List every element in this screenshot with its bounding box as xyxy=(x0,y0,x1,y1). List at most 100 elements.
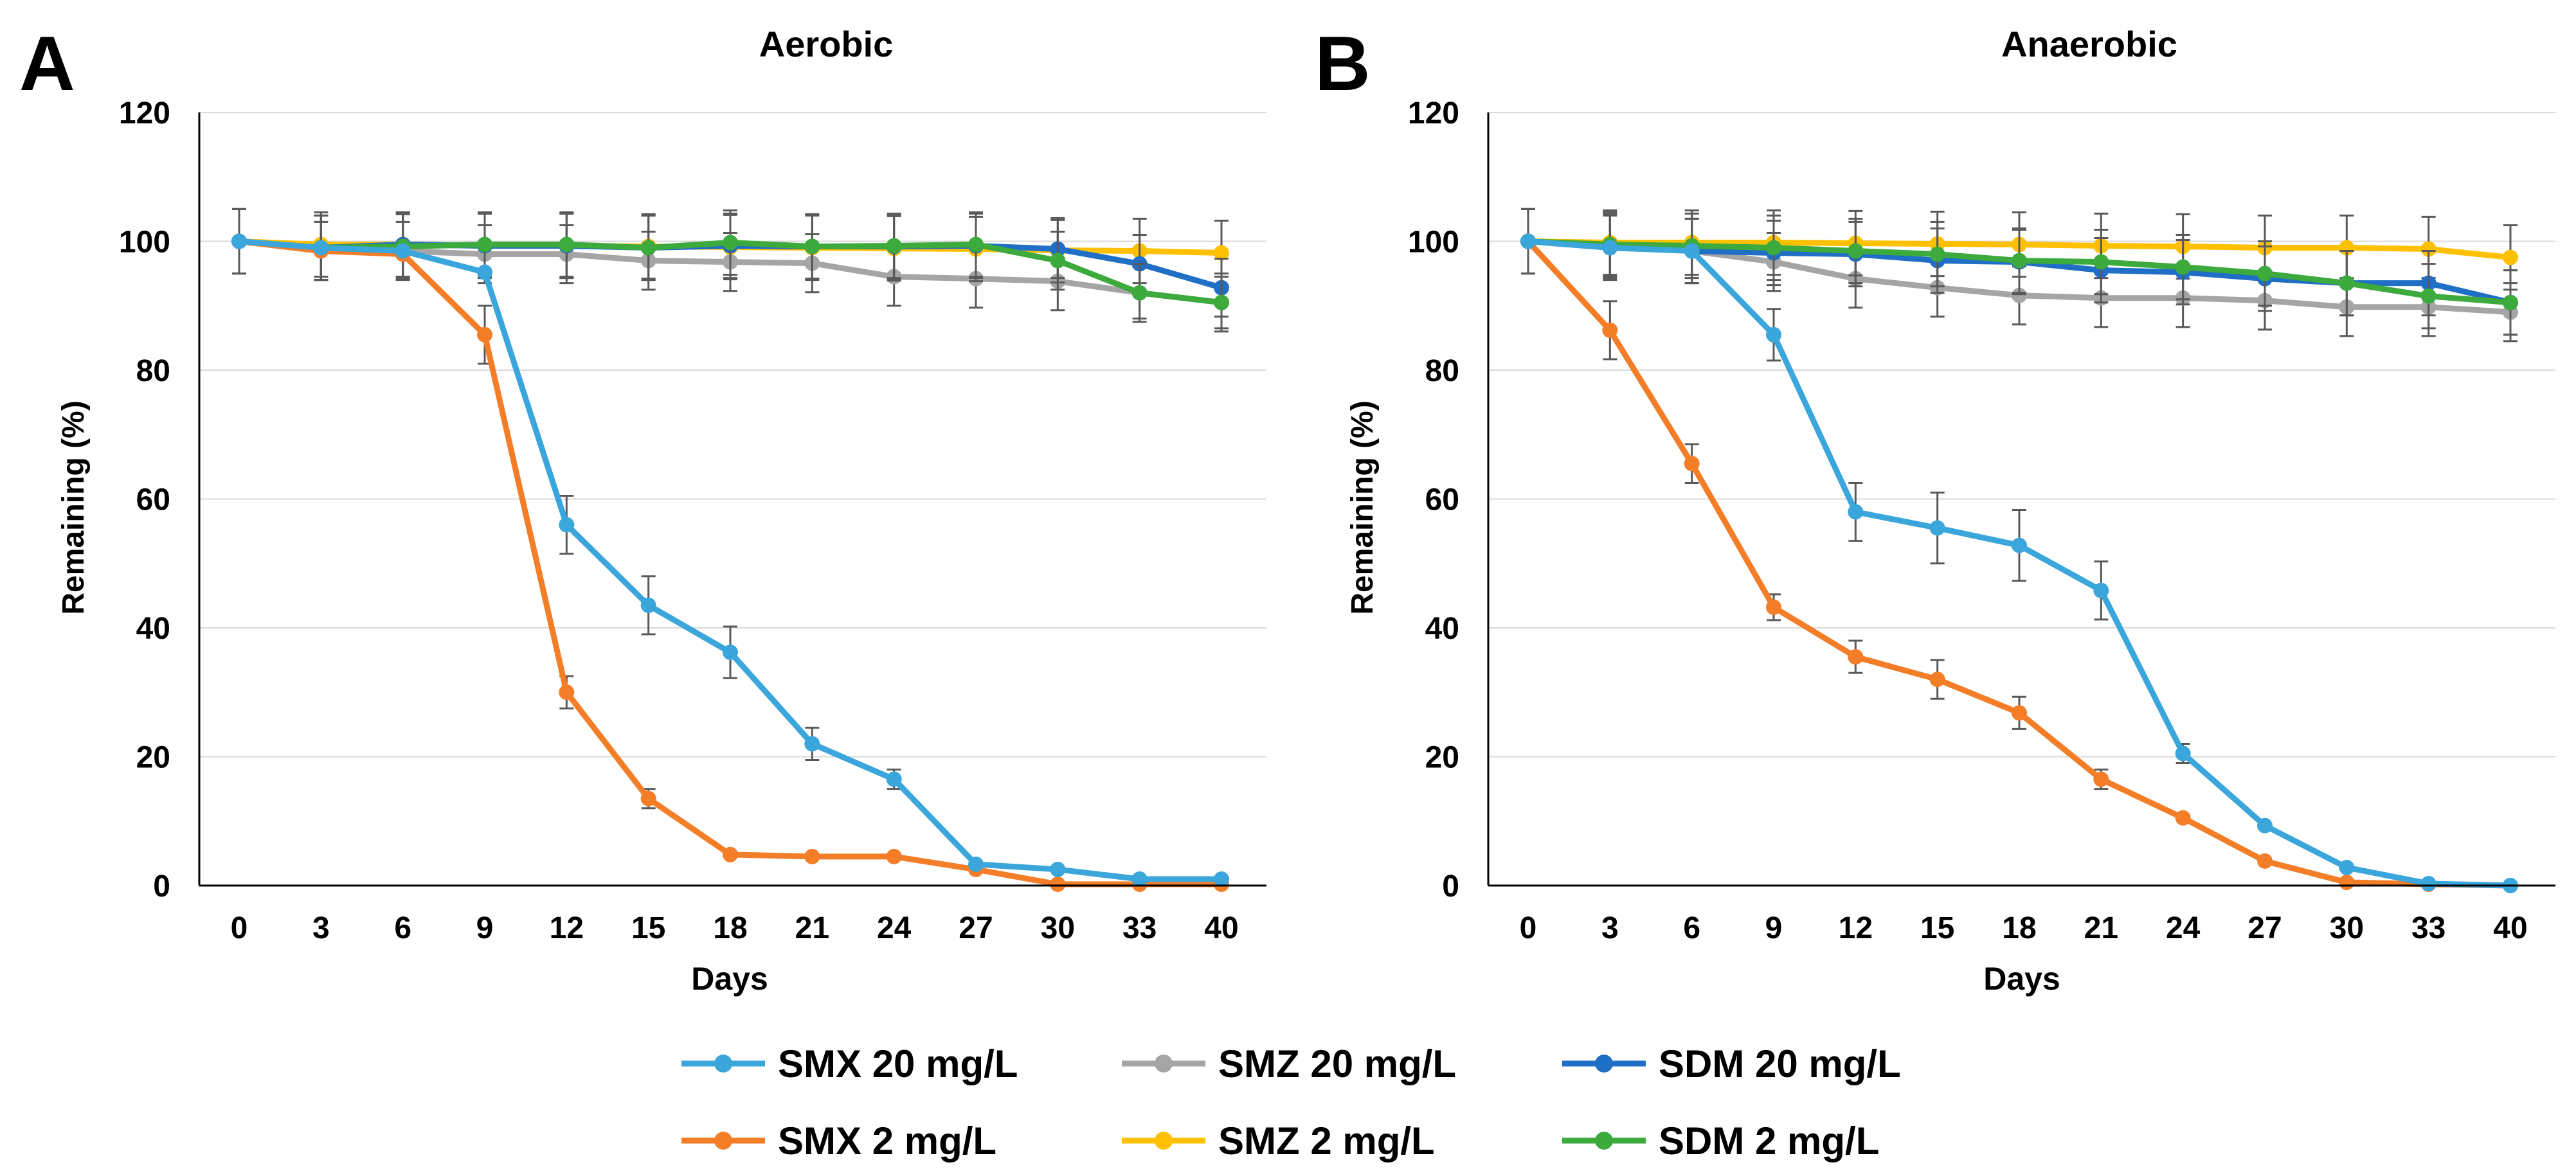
legend-item-smz-2-mg-l: SMZ 2 mg/L xyxy=(1122,1119,1435,1163)
y-tick-label: 80 xyxy=(136,354,170,388)
data-point xyxy=(395,243,411,259)
legend-label: SDM 2 mg/L xyxy=(1659,1119,1879,1163)
data-point xyxy=(723,235,738,251)
data-point xyxy=(1766,326,1781,343)
x-tick-label: 15 xyxy=(1920,911,1954,945)
y-tick-label: 120 xyxy=(119,96,170,130)
y-tick-label: 80 xyxy=(1425,354,1459,388)
data-point xyxy=(804,736,820,752)
x-tick-label: 9 xyxy=(1765,911,1783,945)
series-line xyxy=(236,238,1225,887)
legend-marker xyxy=(1155,1055,1173,1073)
x-axis-label-b: Days xyxy=(1983,961,2060,997)
x-tick-label: 6 xyxy=(394,911,411,945)
y-tick-label: 120 xyxy=(1408,96,1459,130)
data-point xyxy=(2420,288,2436,304)
y-tick-label: 0 xyxy=(153,869,170,904)
data-point xyxy=(2012,537,2027,553)
x-tick-label: 30 xyxy=(2330,911,2364,945)
data-point xyxy=(1050,876,1066,892)
data-point xyxy=(1050,861,1066,877)
data-point xyxy=(2175,810,2191,826)
y-tick-labels-a: 0 20 40 60 80 100 120 xyxy=(119,96,170,904)
data-point xyxy=(2257,853,2273,869)
legend-marker xyxy=(714,1132,732,1150)
data-point xyxy=(886,238,902,254)
data-point xyxy=(2339,859,2355,875)
y-tick-label: 40 xyxy=(136,612,170,646)
x-tick-label: 18 xyxy=(2002,911,2036,945)
x-tick-label: 21 xyxy=(2084,911,2118,945)
x-tick-label: 15 xyxy=(631,911,665,945)
y-tick-labels-b: 0 20 40 60 80 100 120 xyxy=(1408,96,1459,904)
legend-label: SMX 2 mg/L xyxy=(778,1119,996,1163)
chart-title-anaerobic: Anaerobic xyxy=(2001,24,2177,64)
y-tick-label: 60 xyxy=(136,483,170,517)
legend-marker xyxy=(1595,1055,1613,1073)
data-point xyxy=(723,645,738,661)
data-point xyxy=(2093,582,2109,598)
legend-marker xyxy=(1595,1132,1613,1150)
data-point xyxy=(1131,285,1148,301)
chart-title-aerobic: Aerobic xyxy=(759,24,894,64)
data-point xyxy=(2339,874,2355,890)
data-point xyxy=(1131,871,1148,887)
data-point xyxy=(640,240,656,256)
legend-marker xyxy=(1155,1132,1173,1150)
data-point xyxy=(2175,745,2191,762)
panel-b-anaerobic: B Anaerobic 0 20 40 60 80 100 120 0 3 6 9 12 15 18 21… xyxy=(1315,21,2555,997)
x-tick-label: 40 xyxy=(2493,911,2527,945)
data-point xyxy=(1929,672,1945,688)
data-point xyxy=(2093,254,2109,270)
data-point xyxy=(477,326,492,343)
x-tick-label: 21 xyxy=(795,911,829,945)
legend-label: SMZ 20 mg/L xyxy=(1218,1042,1456,1085)
panel-label-b: B xyxy=(1315,21,1371,107)
x-tick-label: 27 xyxy=(959,911,993,945)
x-tick-label: 24 xyxy=(2166,911,2201,945)
data-point xyxy=(477,236,492,253)
x-tick-label: 30 xyxy=(1041,911,1075,945)
data-point xyxy=(2420,875,2436,891)
data-point xyxy=(313,240,329,256)
gridlines-a xyxy=(199,112,1266,758)
data-point xyxy=(2257,817,2273,833)
data-point xyxy=(1766,240,1781,256)
x-tick-label: 33 xyxy=(1122,911,1157,945)
data-point xyxy=(231,233,247,249)
x-tick-label: 24 xyxy=(877,911,912,945)
data-point xyxy=(1929,520,1945,536)
data-point xyxy=(1929,246,1945,262)
data-point xyxy=(2420,241,2436,257)
series-smx-20-mg-l xyxy=(231,233,1229,887)
y-tick-label: 100 xyxy=(1408,226,1459,260)
data-point xyxy=(1602,240,1618,256)
x-tick-label: 12 xyxy=(1839,911,1873,945)
data-point xyxy=(1848,243,1864,259)
x-tick-label: 9 xyxy=(476,911,494,945)
series-layer-b xyxy=(1520,208,2518,893)
y-tick-label: 40 xyxy=(1425,612,1459,646)
data-point xyxy=(640,790,656,806)
panel-label-a: A xyxy=(19,21,75,107)
data-point xyxy=(2175,259,2191,275)
data-point xyxy=(968,236,984,253)
y-tick-label: 0 xyxy=(1442,869,1459,904)
data-point xyxy=(968,856,984,872)
data-point xyxy=(1520,233,1536,249)
data-point xyxy=(2012,705,2027,721)
data-point xyxy=(1050,253,1066,269)
x-tick-label: 6 xyxy=(1683,911,1700,945)
data-point xyxy=(559,684,575,700)
series-sdm-2-mg-l xyxy=(231,208,1229,333)
data-point xyxy=(723,846,738,862)
panel-a-aerobic: A Aerobic 0 20 40 60 80 100 120 0 3 6 9 12 15 18 21 24… xyxy=(19,21,1266,997)
x-tick-label: 18 xyxy=(713,911,747,945)
data-point xyxy=(2012,253,2027,269)
x-tick-labels-a: 0 3 6 9 12 15 18 21 24 27 30 33 40 xyxy=(231,911,1239,945)
series-layer-a xyxy=(231,208,1229,892)
y-axis-label-b: Remaining (%) xyxy=(1346,400,1380,614)
data-point xyxy=(2339,275,2355,291)
legend-item-sdm-20-mg-l: SDM 20 mg/L xyxy=(1562,1042,1901,1085)
